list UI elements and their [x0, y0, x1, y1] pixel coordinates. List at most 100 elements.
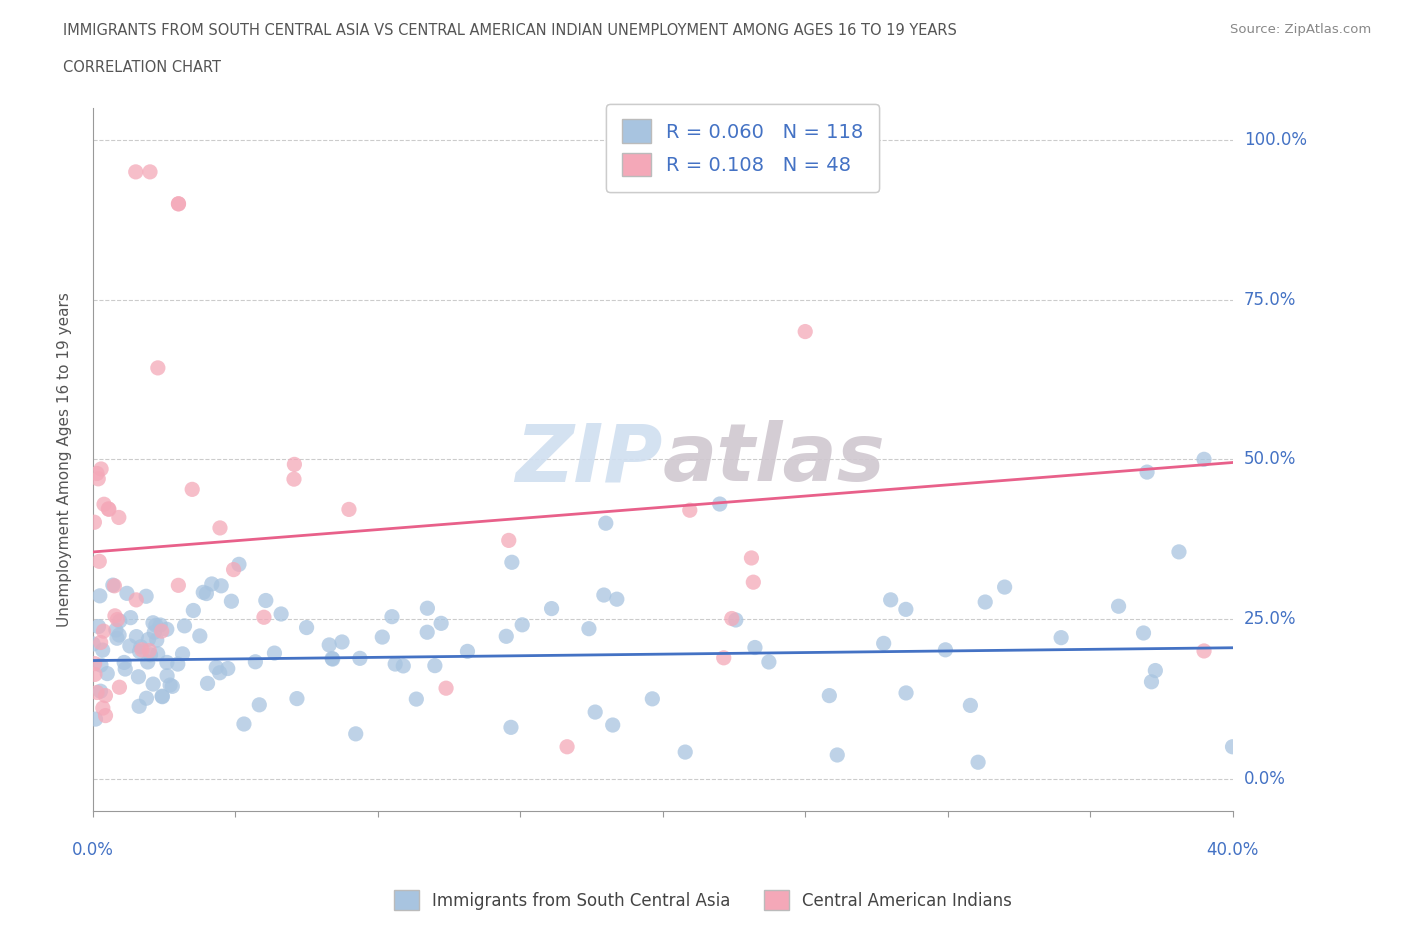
Point: [138, 643, 160, 658]
Point: [90, 635, 112, 650]
Point: [222, 562, 245, 577]
Point: [510, 618, 533, 632]
Point: [91, 700, 114, 715]
Point: [83, 515, 105, 530]
Point: [894, 685, 917, 700]
Point: [794, 325, 817, 339]
Point: [270, 606, 292, 621]
Point: [318, 637, 340, 652]
Point: [84, 667, 107, 682]
Point: [205, 660, 228, 675]
Point: [135, 691, 157, 706]
Point: [105, 631, 128, 645]
Point: [495, 629, 517, 644]
Point: [145, 632, 167, 647]
Point: [1050, 631, 1073, 645]
Point: [322, 652, 344, 667]
Point: [894, 602, 917, 617]
Point: [104, 608, 127, 623]
Point: [128, 644, 150, 658]
Point: [501, 555, 523, 570]
Point: [1108, 599, 1130, 614]
Point: [233, 717, 256, 732]
Point: [724, 613, 747, 628]
Point: [156, 655, 179, 670]
Point: [82, 636, 104, 651]
Point: [498, 533, 520, 548]
Point: [115, 586, 138, 601]
Point: [221, 594, 243, 609]
Point: [114, 661, 136, 676]
Point: [1192, 644, 1215, 658]
Point: [371, 630, 394, 644]
Point: [330, 634, 353, 649]
Point: [208, 665, 231, 680]
Point: [90, 461, 112, 476]
Point: [967, 755, 990, 770]
Text: 50.0%: 50.0%: [1244, 450, 1296, 469]
Point: [146, 646, 169, 661]
Point: [146, 361, 169, 376]
Point: [1136, 465, 1159, 480]
Point: [201, 577, 224, 591]
Point: [150, 624, 173, 639]
Point: [381, 609, 404, 624]
Point: [758, 655, 780, 670]
Point: [138, 632, 160, 647]
Point: [139, 647, 162, 662]
Point: [405, 692, 427, 707]
Point: [108, 614, 131, 629]
Point: [94, 708, 117, 723]
Point: [709, 497, 731, 512]
Point: [183, 603, 205, 618]
Point: [430, 616, 453, 631]
Y-axis label: Unemployment Among Ages 16 to 19 years: Unemployment Among Ages 16 to 19 years: [58, 292, 72, 627]
Point: [193, 585, 215, 600]
Point: [142, 677, 165, 692]
Point: [87, 619, 110, 634]
Point: [592, 588, 614, 603]
Point: [108, 628, 131, 643]
Point: [195, 586, 218, 601]
Point: [166, 657, 188, 671]
Point: [606, 591, 628, 606]
Point: [744, 640, 766, 655]
Text: CORRELATION CHART: CORRELATION CHART: [63, 60, 221, 75]
Point: [96, 666, 118, 681]
Point: [349, 651, 371, 666]
Text: 40.0%: 40.0%: [1206, 842, 1258, 859]
Point: [253, 610, 276, 625]
Text: 0.0%: 0.0%: [72, 842, 114, 859]
Point: [197, 676, 219, 691]
Point: [84, 711, 107, 726]
Point: [112, 655, 135, 670]
Text: ZIP: ZIP: [516, 420, 662, 498]
Point: [344, 726, 367, 741]
Point: [149, 618, 172, 632]
Point: [974, 594, 997, 609]
Point: [825, 748, 848, 763]
Point: [104, 622, 127, 637]
Point: [209, 578, 232, 593]
Text: atlas: atlas: [662, 420, 886, 498]
Point: [578, 621, 600, 636]
Point: [93, 624, 115, 639]
Point: [156, 669, 179, 684]
Point: [128, 698, 150, 713]
Point: [416, 601, 439, 616]
Point: [247, 698, 270, 712]
Point: [217, 661, 239, 676]
Point: [337, 502, 360, 517]
Point: [583, 705, 606, 720]
Point: [188, 629, 211, 644]
Point: [994, 579, 1017, 594]
Point: [434, 681, 457, 696]
Text: 75.0%: 75.0%: [1244, 291, 1296, 309]
Point: [641, 691, 664, 706]
Point: [129, 639, 152, 654]
Point: [208, 521, 231, 536]
Point: [97, 502, 120, 517]
Point: [97, 501, 120, 516]
Point: [245, 655, 267, 670]
Point: [172, 646, 194, 661]
